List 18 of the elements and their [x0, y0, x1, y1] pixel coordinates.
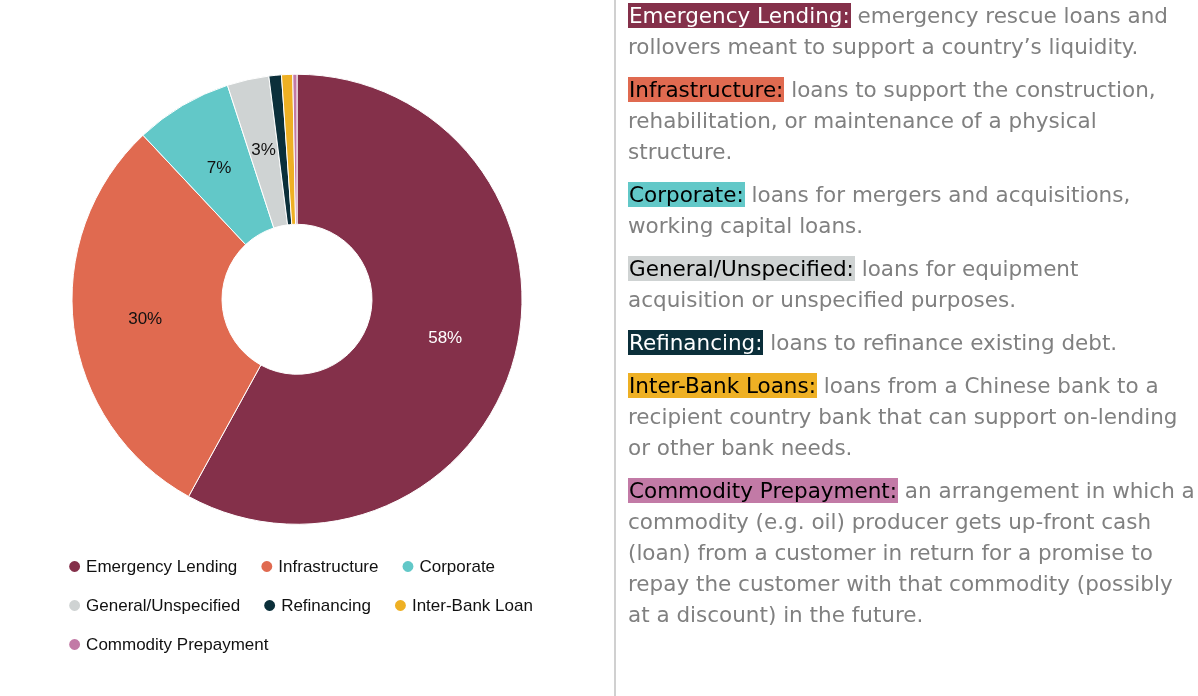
legend-label: Commodity Prepayment — [86, 635, 269, 654]
text: Commodity Prepayment: an arrangement in which a commodity (e.g. oil) producer gets up-front cash (loan) from a customer in return for a promise to repay the customer with that commodity (possibly at a discount) in the future. — [628, 477, 1196, 629]
text: Inter-Bank Loans: loans from a Chinese bank to a recipient country bank that can support on-lending or other bank needs. — [628, 372, 1179, 462]
data-label: 58% — [428, 327, 463, 347]
data-label: 7% — [206, 158, 232, 178]
legend-label: Refinancing — [281, 596, 371, 615]
legend-label: General/Unspecified — [86, 596, 241, 615]
legend-label: Infrastructure — [278, 557, 379, 576]
text: Emergency Lending: emergency rescue loans and rollovers meant to support a country’s liquidity. — [628, 2, 1169, 61]
text: Refinancing: loans to refinance existing debt. — [628, 329, 1119, 357]
legend-label: Inter-Bank Loan — [411, 596, 533, 615]
text: Infrastructure: loans to support the construction, rehabilitation, or maintenance of a physical structure. — [628, 76, 1157, 166]
text: General/Unspecified: loans for equipment acquisition or unspecified purposes. — [628, 255, 1080, 314]
text: Corporate: loans for mergers and acquisitions, working capital loans. — [628, 181, 1132, 240]
legend-label: Emergency Lending — [86, 557, 238, 576]
data-label: 3% — [251, 140, 276, 160]
legend-label: Corporate — [419, 557, 496, 576]
data-label: 30% — [128, 308, 163, 328]
